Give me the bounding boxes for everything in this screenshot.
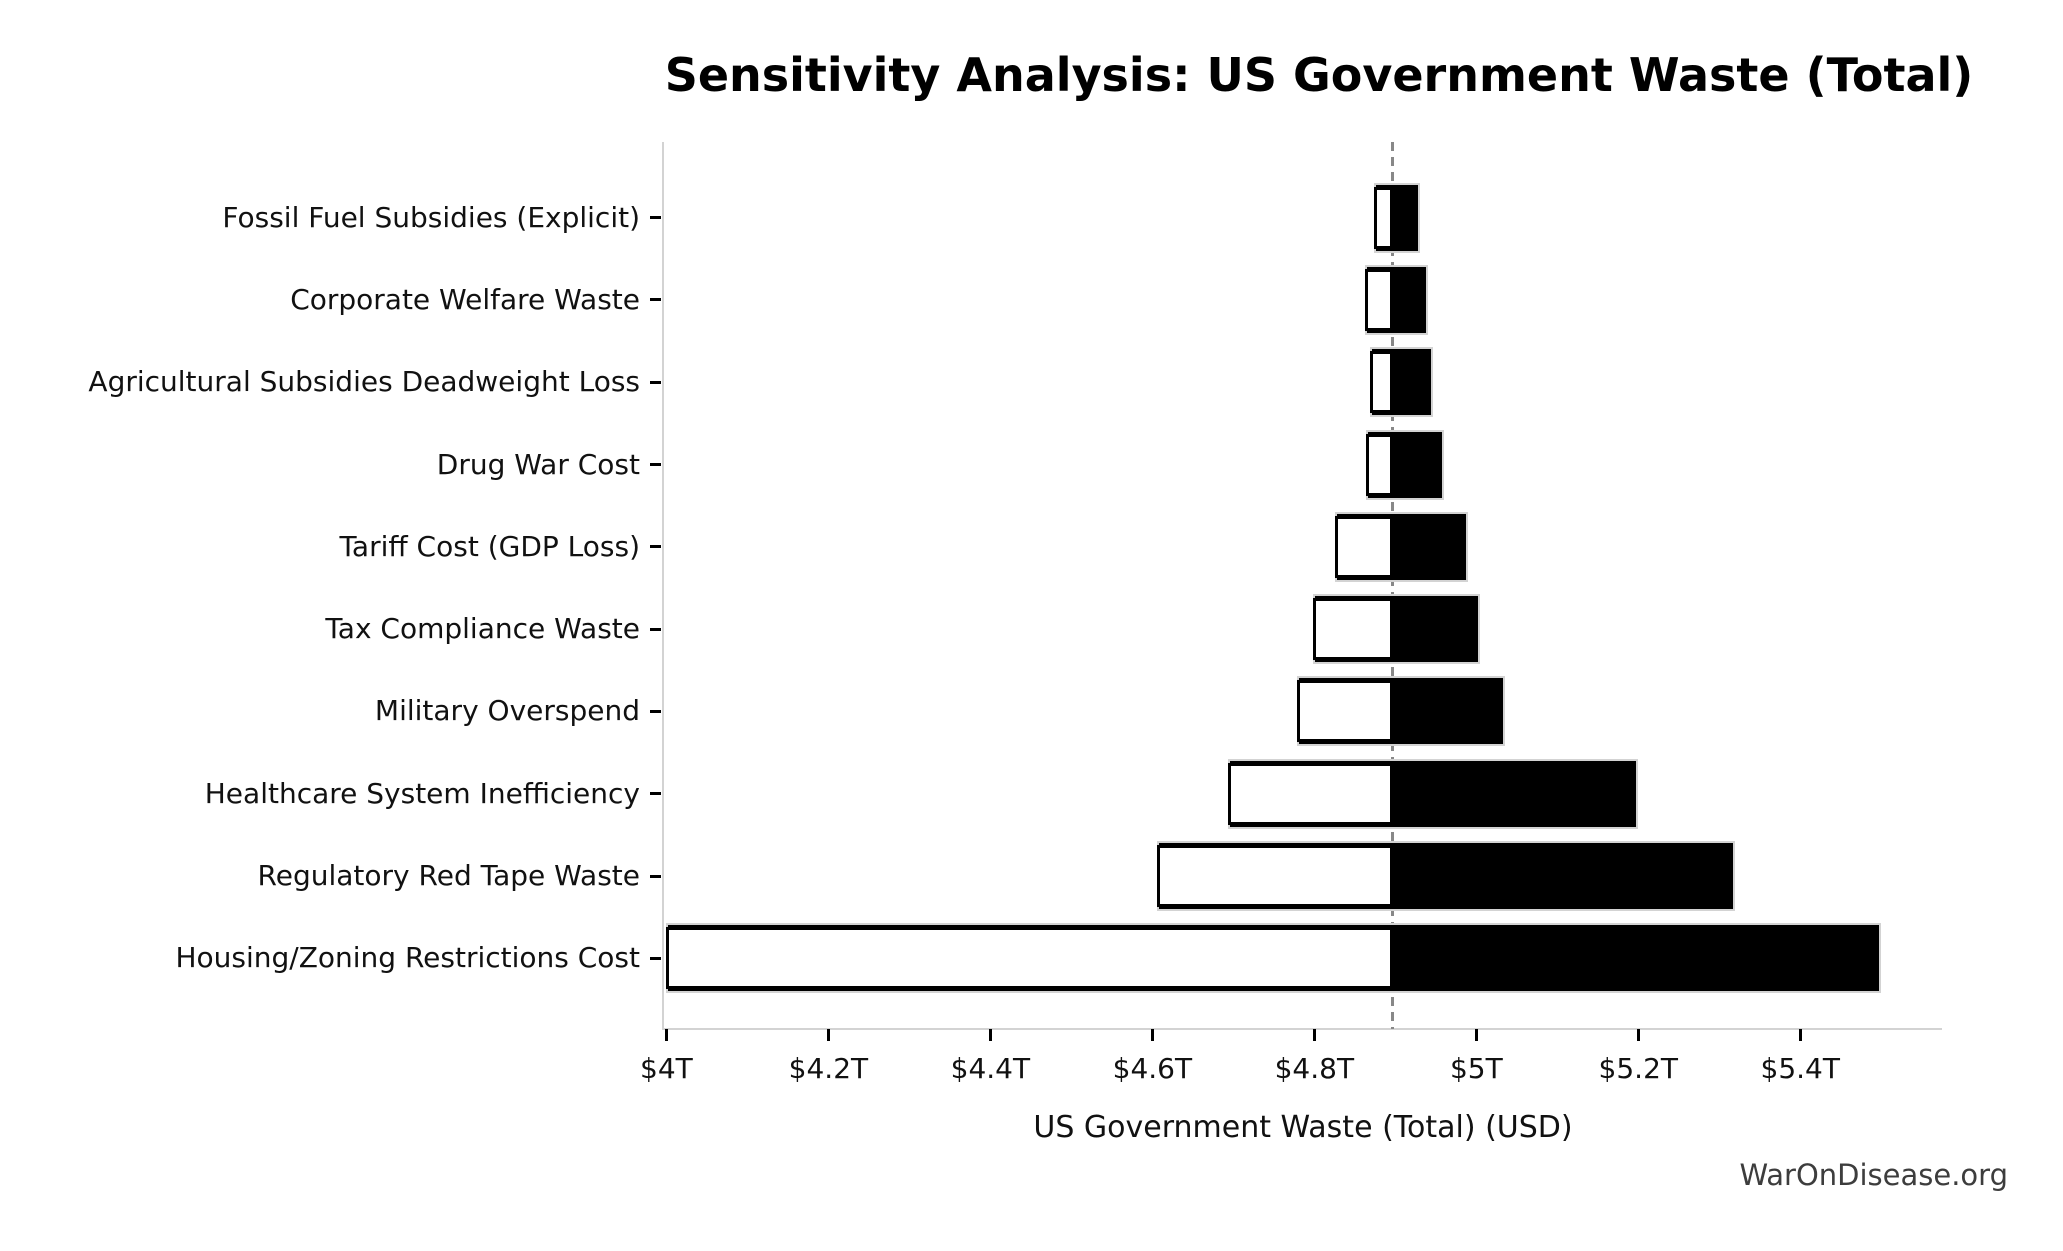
y-tick-mark <box>650 874 661 878</box>
y-tick-mark <box>650 216 661 220</box>
category-label: Housing/Zoning Restrictions Cost <box>175 941 640 975</box>
low-estimate-bar <box>1157 845 1393 907</box>
baseline-dashed-line <box>1391 142 1395 1029</box>
tornado-bar-row <box>666 923 1882 994</box>
tornado-bar-row <box>1157 841 1735 911</box>
category-label: Tax Compliance Waste <box>325 612 640 646</box>
y-tick-mark <box>650 298 661 302</box>
low-estimate-bar <box>1312 598 1393 661</box>
y-tick-mark <box>650 792 661 796</box>
category-label: Military Overspend <box>374 694 640 728</box>
low-estimate-bar <box>666 927 1393 990</box>
low-estimate-bar <box>1228 762 1393 825</box>
category-label: Agricultural Subsidies Deadweight Loss <box>88 365 640 399</box>
x-axis-spine <box>662 1028 1942 1030</box>
category-label: Corporate Welfare Waste <box>290 282 640 316</box>
x-tick-mark <box>1474 1029 1478 1041</box>
x-axis-label: US Government Waste (Total) (USD) <box>1033 1110 1573 1145</box>
y-tick-mark <box>650 709 661 713</box>
tornado-bar-row <box>1370 347 1433 418</box>
x-tick-label: $5.2T <box>1598 1052 1678 1085</box>
tornado-bar-row <box>1228 758 1639 829</box>
y-tick-mark <box>650 545 661 549</box>
category-label: Tariff Cost (GDP Loss) <box>339 529 640 563</box>
tornado-bar-row <box>1365 264 1428 335</box>
x-tick-mark <box>826 1029 830 1041</box>
chart-title: Sensitivity Analysis: US Government Wast… <box>664 48 1974 102</box>
x-tick-label: $5.4T <box>1760 1052 1840 1085</box>
x-tick-mark <box>1150 1029 1154 1041</box>
low-estimate-bar <box>1370 351 1393 414</box>
tornado-bar-row <box>1312 594 1480 665</box>
y-tick-mark <box>650 956 661 960</box>
x-tick-mark <box>988 1029 992 1041</box>
y-axis-spine <box>662 142 664 1029</box>
tornado-bar-row <box>1366 429 1444 500</box>
x-tick-mark <box>1798 1029 1802 1041</box>
x-tick-label: $4.8T <box>1274 1052 1355 1085</box>
watermark-text: WarOnDisease.org <box>1739 1158 2008 1192</box>
low-estimate-bar <box>1334 515 1393 578</box>
tornado-bar-row <box>1374 182 1420 253</box>
y-tick-mark <box>650 380 661 384</box>
y-tick-mark <box>650 627 661 631</box>
tornado-bar-row <box>1334 511 1469 582</box>
low-estimate-bar <box>1297 680 1393 743</box>
category-label: Regulatory Red Tape Waste <box>257 859 640 892</box>
low-estimate-bar <box>1365 268 1393 331</box>
low-estimate-bar <box>1374 186 1393 249</box>
x-tick-label: $4.2T <box>788 1052 869 1085</box>
y-tick-mark <box>650 463 661 466</box>
x-tick-mark <box>1312 1029 1316 1041</box>
low-estimate-bar <box>1366 433 1393 496</box>
x-tick-mark <box>1636 1029 1640 1041</box>
x-tick-label: $4.6T <box>1112 1052 1193 1085</box>
x-tick-label: $4.4T <box>950 1052 1031 1085</box>
category-label: Fossil Fuel Subsidies (Explicit) <box>222 200 640 234</box>
category-label: Healthcare System Inefficiency <box>204 776 640 810</box>
tornado-bar-row <box>1297 676 1506 747</box>
x-tick-mark <box>664 1029 668 1041</box>
x-tick-label: $5T <box>1449 1052 1503 1085</box>
x-tick-label: $4T <box>640 1052 693 1085</box>
category-label: Drug War Cost <box>436 447 640 481</box>
